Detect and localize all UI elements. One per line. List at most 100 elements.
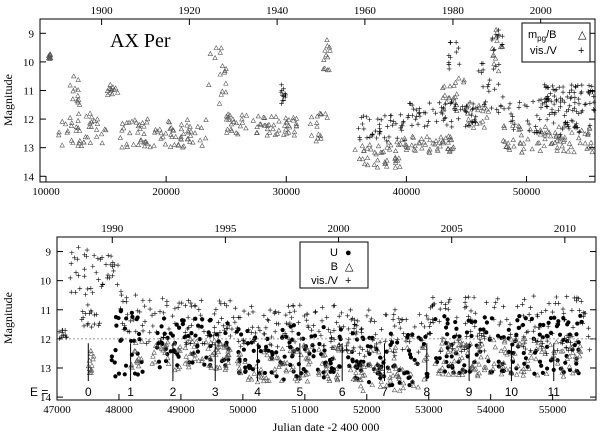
data-point-triangle [323,370,329,376]
data-point-plus [128,318,133,324]
data-point-triangle [132,348,139,354]
data-point-plus [286,344,291,349]
data-point-triangle [225,359,231,365]
data-point-dot [193,316,198,321]
data-point-plus [521,334,527,340]
data-point-triangle [528,354,535,360]
data-point-dot [274,374,279,379]
data-point-triangle [227,112,233,118]
data-point-plus [398,112,403,118]
data-point-plus [231,315,236,320]
data-point-triangle [237,368,243,374]
data-point-plus [360,121,365,127]
data-point-plus [568,118,574,123]
data-point-triangle [213,44,219,50]
data-point-dot [155,330,160,336]
data-point-triangle [412,147,419,153]
data-point-triangle [177,347,183,353]
data-point-plus [477,336,483,342]
data-point-triangle [410,382,417,388]
data-point-plus [576,296,582,301]
data-point-plus [550,83,555,89]
data-point-plus [266,318,271,324]
data-point-triangle [254,379,261,385]
data-point-triangle [441,358,447,364]
data-point-plus [433,110,438,116]
x-tick-label: 49000 [167,404,195,416]
data-point-triangle [178,136,184,142]
data-point-triangle [396,155,402,161]
data-point-plus [463,321,468,327]
data-point-plus [330,303,336,309]
data-point-triangle [135,363,142,369]
data-point-triangle [144,116,151,122]
top-chart-title: AX Per [110,30,171,52]
data-point-dot [566,320,571,325]
data-point-plus [188,300,194,306]
data-point-triangle [391,387,398,393]
data-point-plus [453,40,459,45]
top-legend-mpg-label: mpg/B [528,29,556,43]
data-point-triangle [246,374,252,380]
y-tick-label: 14 [23,171,35,183]
data-point-triangle [440,371,446,377]
data-point-plus [198,298,204,303]
data-point-plus [528,305,533,310]
data-point-triangle [447,342,453,348]
data-point-triangle [491,360,497,366]
data-point-triangle [503,144,509,149]
data-point-dot [548,315,554,321]
data-point-triangle [78,143,85,149]
data-point-plus [560,97,565,103]
data-point-triangle [384,144,390,150]
data-point-dot [481,327,486,332]
data-point-plus [532,324,538,330]
data-point-plus [526,128,532,134]
data-point-plus [552,110,558,115]
data-point-plus [98,257,103,262]
data-point-plus [263,325,269,331]
data-point-plus [454,315,460,320]
data-point-plus [122,323,127,328]
data-point-triangle [559,143,565,149]
data-point-triangle [68,137,75,143]
data-point-triangle [73,127,79,133]
data-point-triangle [554,137,560,143]
data-point-plus [83,311,88,317]
data-point-dot [402,371,407,376]
data-point-plus [576,111,582,116]
top-legend-vis-label: vis./V [530,45,558,57]
data-point-plus [498,319,504,325]
data-point-plus [217,329,223,335]
data-point-plus [407,101,412,106]
data-point-dot [122,372,127,377]
data-point-triangle [553,133,559,139]
data-point-plus [464,334,470,339]
data-point-triangle [568,344,574,350]
data-point-triangle [87,120,93,126]
data-point-plus [479,70,484,75]
data-point-plus [90,290,95,296]
data-point-triangle [585,131,591,137]
data-point-plus [140,298,146,303]
data-point-dot [444,359,449,365]
data-point-plus [506,105,512,111]
data-point-triangle [374,164,381,170]
data-point-plus [462,347,467,353]
data-point-dot [266,348,271,353]
data-point-triangle [400,380,407,386]
data-point-dot [159,340,164,345]
data-point-triangle [221,344,227,350]
data-point-plus [92,321,97,327]
data-point-plus [391,119,396,124]
data-point-plus [358,327,364,332]
data-point-triangle [187,132,194,138]
data-point-triangle [352,146,358,152]
data-point-plus [476,68,482,74]
data-point-dot [124,316,129,321]
data-point-triangle [217,49,223,55]
bottom-legend-u-marker: ● [345,247,352,259]
data-point-plus [555,321,560,326]
data-point-plus [283,312,289,318]
data-point-plus [463,304,469,309]
